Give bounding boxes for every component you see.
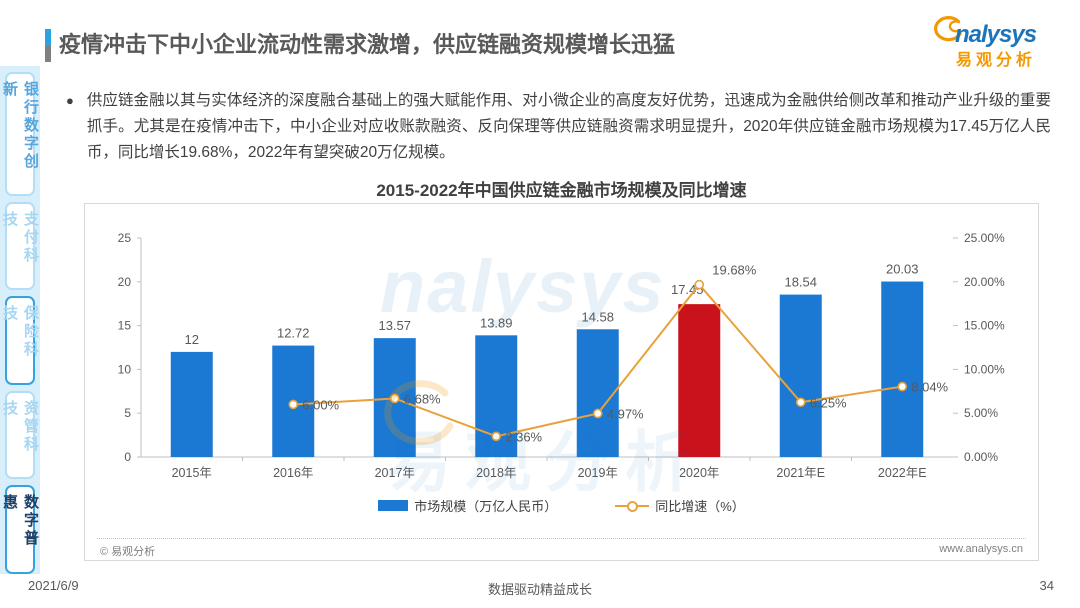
- svg-text:10.00%: 10.00%: [964, 362, 1005, 376]
- bullet-icon: ●: [66, 93, 74, 108]
- legend-item-market-size: 市场规模（万亿人民币）: [378, 496, 557, 515]
- line-swatch-icon: [615, 500, 650, 512]
- summary-text: 供应链金融以其与实体经济的深度融合基础上的强大赋能作用、对小微企业的高度友好优势…: [86, 92, 1051, 161]
- svg-text:5: 5: [124, 406, 131, 420]
- svg-text:4.97%: 4.97%: [607, 406, 644, 421]
- svg-text:2020年: 2020年: [679, 466, 719, 480]
- svg-text:2022年E: 2022年E: [878, 466, 927, 480]
- sidebar-item-2[interactable]: 支付科技: [1, 201, 39, 291]
- svg-text:0.00%: 0.00%: [964, 450, 998, 464]
- legend-label: 市场规模（万亿人民币）: [414, 499, 558, 514]
- logo-wordmark: nalysys: [955, 21, 1037, 48]
- svg-text:6.25%: 6.25%: [810, 395, 847, 410]
- svg-text:20.03: 20.03: [886, 262, 919, 277]
- sidebar-item-4[interactable]: 资管科技: [1, 390, 39, 480]
- sidebar: 银行数字创新支付科技保险科技资管科技数字普惠: [0, 66, 40, 574]
- chart-title: 2015-2022年中国供应链金融市场规模及同比增速: [376, 181, 747, 200]
- footer-slogan: 数据驱动精益成长: [487, 582, 592, 597]
- source-url[interactable]: www.analysys.cn: [939, 543, 1023, 555]
- bar-swatch-icon: [378, 500, 409, 511]
- svg-text:20.00%: 20.00%: [964, 275, 1005, 289]
- logo-swirl-icon: [926, 12, 962, 49]
- svg-text:2.36%: 2.36%: [505, 429, 542, 444]
- chart-card: 0 5 10 15 20 25 0.00% 5.00% 10.00% 15.00% 20.00% 25…: [84, 203, 1039, 561]
- footer-date: 2021/6/9: [28, 578, 79, 593]
- svg-text:0: 0: [124, 450, 131, 464]
- svg-text:15.00%: 15.00%: [964, 319, 1005, 333]
- legend-label: 同比增速（%）: [655, 499, 745, 514]
- svg-text:2018年: 2018年: [476, 466, 516, 480]
- svg-text:12.72: 12.72: [277, 326, 310, 341]
- svg-text:15: 15: [118, 319, 132, 333]
- title-accent-bar: [45, 29, 51, 62]
- summary-paragraph: ● 供应链金融以其与实体经济的深度融合基础上的强大赋能作用、对小微企业的高度友好…: [66, 88, 1051, 166]
- svg-text:13.89: 13.89: [480, 315, 513, 330]
- svg-text:2017年: 2017年: [375, 466, 415, 480]
- svg-text:20: 20: [118, 275, 132, 289]
- svg-text:2016年: 2016年: [273, 466, 313, 480]
- source-copyright: © 易观分析: [100, 546, 156, 558]
- svg-text:8.04%: 8.04%: [911, 380, 948, 395]
- svg-text:19.68%: 19.68%: [712, 263, 757, 278]
- svg-text:12: 12: [185, 332, 199, 347]
- svg-text:2021年E: 2021年E: [776, 466, 825, 480]
- svg-text:2019年: 2019年: [578, 466, 618, 480]
- sidebar-item-3[interactable]: 保险科技: [1, 296, 39, 385]
- svg-text:6.68%: 6.68%: [404, 391, 441, 406]
- logo-chinese-name: 易观分析: [956, 52, 1037, 69]
- footer-page-number: 34: [1039, 578, 1054, 593]
- chart-plot: 0 5 10 15 20 25 0.00% 5.00% 10.00% 15.00% 20.00% 25…: [118, 231, 1005, 480]
- svg-text:25.00%: 25.00%: [964, 231, 1005, 245]
- svg-text:14.58: 14.58: [581, 309, 614, 324]
- svg-text:2015年: 2015年: [172, 466, 212, 480]
- sidebar-item-1[interactable]: 银行数字创新: [1, 72, 39, 196]
- legend-item-growth-rate: 同比增速（%）: [615, 496, 745, 515]
- svg-text:13.57: 13.57: [378, 318, 411, 333]
- svg-text:18.54: 18.54: [784, 275, 817, 290]
- page-title: 疫情冲击下中小企业流动性需求激增，供应链融资规模增长迅猛: [59, 32, 676, 57]
- svg-text:10: 10: [118, 362, 132, 376]
- svg-text:5.00%: 5.00%: [964, 406, 998, 420]
- svg-text:6.00%: 6.00%: [302, 397, 339, 412]
- card-divider: [97, 538, 1026, 539]
- chart-legend: 市场规模（万亿人民币） 同比增速（%）: [85, 496, 1038, 515]
- analysys-logo: nalysys 易观分析: [926, 12, 1074, 70]
- sidebar-item-5[interactable]: 数字普惠: [1, 485, 39, 574]
- svg-text:25: 25: [118, 231, 132, 245]
